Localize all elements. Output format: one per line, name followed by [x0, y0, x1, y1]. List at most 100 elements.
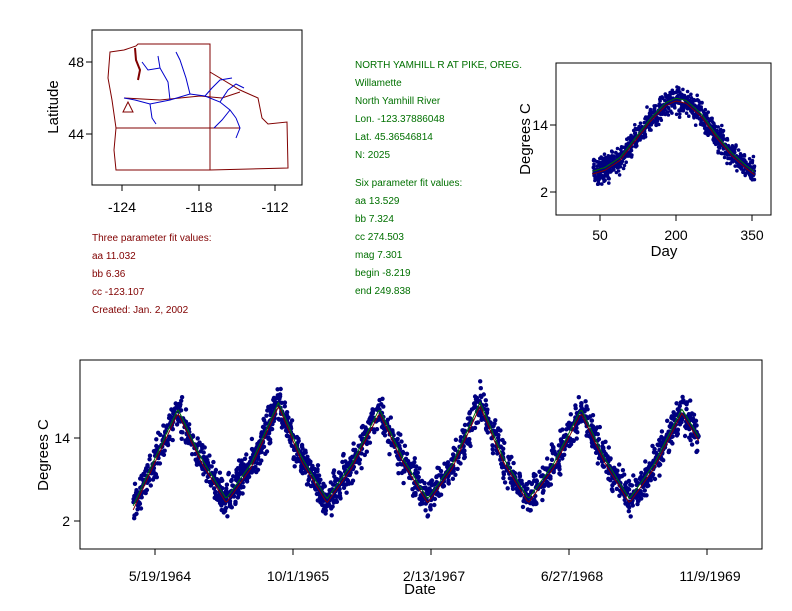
ts-point [669, 414, 674, 419]
ts-point [645, 484, 650, 489]
ts-point [241, 462, 247, 467]
ts-point [500, 437, 505, 443]
ts-point [683, 400, 688, 405]
ts-point [687, 414, 693, 419]
ts-point [559, 439, 564, 444]
ts-point [349, 481, 354, 486]
ts-point [548, 474, 553, 479]
ts-point [386, 439, 392, 445]
doy-point [618, 152, 622, 156]
ts-point [532, 497, 537, 502]
ts-point [377, 397, 382, 403]
ts-point [372, 430, 377, 435]
ts-point [490, 447, 495, 452]
doy-point [592, 157, 596, 162]
doy-point [744, 160, 748, 164]
ts-point [150, 470, 155, 475]
ts-point [301, 464, 306, 469]
ts-point [312, 484, 317, 489]
ts-point [502, 480, 508, 485]
ts-point [462, 448, 467, 454]
doy-xtick-label: 350 [740, 227, 764, 243]
ts-point [410, 487, 415, 492]
three-param-line: cc -123.107 [92, 287, 145, 298]
doy-point [752, 169, 757, 173]
ts-point [285, 433, 290, 439]
ts-point [390, 428, 395, 433]
doy-point [695, 98, 700, 102]
ts-point [538, 474, 544, 479]
ts-point [449, 457, 454, 462]
ts-point [201, 450, 206, 455]
ts-point [501, 446, 506, 451]
doy-point [591, 165, 596, 170]
map-ylabel: Latitude [45, 80, 62, 133]
ts-point [174, 422, 180, 427]
doy-point [670, 88, 675, 93]
doy-point [618, 161, 622, 166]
ts-point [684, 406, 689, 412]
doy-xtick-label: 200 [664, 227, 688, 243]
ts-point [400, 449, 406, 455]
ts-point [213, 489, 218, 495]
ts-point [458, 435, 464, 440]
ts-point [234, 473, 240, 478]
ts-frame [79, 359, 763, 550]
ts-point [208, 483, 214, 488]
doy-point [603, 156, 607, 160]
doy-point [716, 125, 720, 129]
doy-point [705, 127, 710, 131]
ts-point [505, 486, 510, 491]
timeseries-chart: Degrees C 14 2 5/19/1964 10/1/1965 2/13/… [35, 359, 763, 598]
ts-point [438, 492, 444, 497]
ts-point [617, 462, 622, 467]
doy-point [609, 168, 613, 173]
doy-point [733, 150, 737, 155]
ts-point [230, 483, 235, 488]
ts-point [567, 443, 572, 449]
ts-point [193, 457, 198, 462]
ts-point [622, 497, 627, 503]
ts-point [629, 500, 635, 506]
doy-point [699, 107, 704, 112]
six-param-line: Six parameter fit values: [355, 178, 462, 189]
ts-point [506, 454, 511, 460]
doy-point [730, 144, 735, 148]
ts-point [260, 424, 266, 430]
ts-point [299, 469, 304, 474]
three-param-line: bb 6.36 [92, 269, 126, 280]
doy-chart: Degrees C 14 2 50 200 350 Day [517, 62, 772, 260]
ts-point [199, 444, 205, 449]
ts-point [412, 456, 417, 461]
map-ytick-label: 48 [68, 54, 84, 70]
ts-point [164, 425, 169, 430]
ts-point [453, 447, 458, 452]
ts-point [613, 469, 619, 475]
doy-point [719, 129, 723, 133]
ts-point [166, 436, 172, 441]
ts-ytick-label: 2 [62, 513, 70, 529]
doy-point [739, 167, 744, 171]
ts-point [562, 452, 567, 457]
ts-point [688, 438, 693, 443]
doy-point [689, 96, 694, 100]
ts-point [211, 459, 216, 465]
ts-point [450, 476, 456, 481]
ts-point [419, 478, 425, 484]
ts-point [593, 426, 599, 432]
ts-point [610, 488, 615, 494]
ts-point [501, 472, 507, 477]
doy-point [684, 111, 689, 115]
ts-point [675, 429, 680, 435]
ts-point [213, 467, 219, 473]
doy-point [693, 114, 698, 118]
ts-point [250, 468, 256, 473]
station-line: Lat. 45.36546814 [355, 132, 433, 143]
six-param-line: cc 274.503 [355, 232, 404, 243]
rivers [123, 51, 245, 139]
ts-point [446, 480, 451, 485]
map-ytick-label: 44 [68, 126, 84, 142]
doy-point [634, 144, 638, 149]
ts-point [231, 474, 236, 479]
ts-point [397, 443, 402, 449]
